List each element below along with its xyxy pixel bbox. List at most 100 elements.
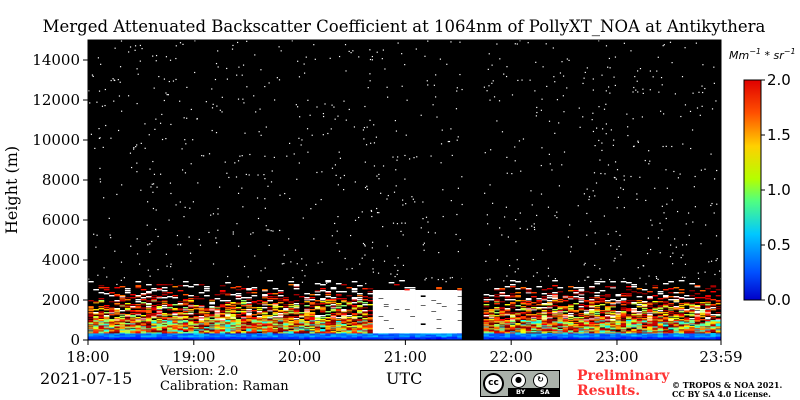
noise-dot	[554, 278, 557, 280]
heatmap-cell	[546, 333, 553, 335]
heatmap-cell	[357, 337, 363, 339]
heatmap-cell	[309, 299, 316, 301]
heatmap-cell	[214, 320, 221, 322]
heatmap-cell	[409, 299, 416, 301]
heatmap-cell	[520, 338, 527, 340]
heatmap-cell	[151, 290, 157, 292]
heatmap-cell	[135, 324, 142, 326]
noise-dot	[165, 92, 167, 94]
noise-dot	[517, 268, 519, 270]
noise-dot	[531, 204, 533, 206]
heatmap-cell	[546, 325, 553, 327]
noise-dot	[292, 276, 294, 279]
heatmap-cell	[705, 317, 711, 319]
heatmap-cell	[678, 321, 685, 323]
heatmap-cell	[694, 285, 701, 287]
heatmap-cell	[610, 337, 616, 339]
heatmap-cell	[647, 315, 653, 317]
noise-dot	[411, 196, 413, 198]
noise-dot	[136, 102, 138, 105]
heatmap-cell	[272, 309, 279, 311]
heatmap-cell	[657, 306, 664, 308]
heatmap-cell	[499, 334, 506, 336]
noise-dot	[186, 117, 188, 119]
heatmap-cell	[283, 334, 289, 336]
heatmap-cell	[151, 333, 157, 335]
heatmap-cell	[409, 331, 416, 333]
heatmap-cell	[140, 331, 147, 333]
heatmap-cell	[188, 329, 194, 331]
heatmap-cell	[193, 336, 200, 338]
heatmap-cell	[161, 322, 168, 324]
heatmap-cell	[604, 308, 611, 310]
heatmap-cell	[225, 314, 231, 316]
heatmap-cell	[420, 291, 426, 293]
heatmap-cell	[436, 327, 442, 329]
heatmap-cell	[283, 337, 289, 339]
heatmap-cell	[103, 326, 110, 328]
heatmap-cell	[536, 324, 543, 326]
heatmap-cell	[510, 303, 516, 305]
heatmap-cell	[710, 307, 717, 309]
heatmap-cell	[372, 336, 379, 338]
noise-dot	[588, 198, 590, 201]
noise-dot	[227, 275, 229, 278]
heatmap-cell	[488, 317, 495, 319]
heatmap-cell	[372, 290, 379, 292]
heatmap-cell	[277, 338, 284, 340]
heatmap-cell	[578, 291, 585, 293]
heatmap-cell	[283, 330, 289, 332]
noise-dot	[609, 67, 611, 69]
noise-dot	[349, 234, 352, 237]
heatmap-cell	[272, 324, 279, 326]
heatmap-cell	[520, 320, 527, 322]
heatmap-cell	[441, 298, 448, 300]
noise-dot	[172, 278, 174, 280]
heatmap-cell	[404, 319, 411, 321]
heatmap-cell	[156, 311, 163, 313]
heatmap-cell	[536, 315, 543, 317]
heatmap-cell	[715, 320, 722, 322]
noise-dot	[604, 173, 606, 175]
heatmap-cell	[130, 323, 136, 325]
heatmap-cell	[599, 310, 606, 312]
heatmap-cell	[109, 338, 115, 340]
heatmap-cell	[668, 288, 674, 290]
heatmap-cell	[124, 314, 131, 316]
heatmap-cell	[689, 331, 696, 333]
heatmap-cell	[240, 335, 247, 337]
noise-dot	[416, 156, 418, 158]
noise-dot	[170, 192, 172, 195]
heatmap-cell	[673, 316, 680, 318]
heatmap-cell	[705, 333, 711, 335]
heatmap-cell	[552, 336, 558, 338]
heatmap-cell	[647, 332, 653, 334]
heatmap-cell	[251, 318, 258, 320]
noise-dot	[632, 91, 634, 93]
noise-dot	[386, 198, 388, 200]
heatmap-cell	[699, 326, 706, 328]
heatmap-cell	[293, 305, 300, 307]
heatmap-cell	[631, 333, 637, 335]
heatmap-cell	[399, 312, 405, 314]
noise-dot	[369, 119, 371, 121]
heatmap-cell	[172, 309, 179, 311]
noise-dot	[682, 254, 684, 256]
noise-dot	[487, 223, 489, 225]
noise-dot	[192, 139, 194, 141]
heatmap-cell	[531, 334, 537, 336]
heatmap-cell	[98, 329, 105, 331]
heatmap-cell	[114, 329, 121, 331]
heatmap-cell	[420, 331, 426, 333]
heatmap-cell	[288, 324, 295, 326]
heatmap-cell	[256, 303, 263, 305]
heatmap-cell	[525, 310, 532, 312]
heatmap-cell	[610, 334, 616, 336]
heatmap-cell	[678, 333, 685, 335]
heatmap-cell	[161, 315, 168, 317]
heatmap-cell	[182, 281, 189, 283]
heatmap-cell	[446, 298, 453, 300]
heatmap-cell	[103, 320, 110, 322]
heatmap-cell	[668, 326, 674, 328]
heatmap-cell	[135, 301, 142, 303]
